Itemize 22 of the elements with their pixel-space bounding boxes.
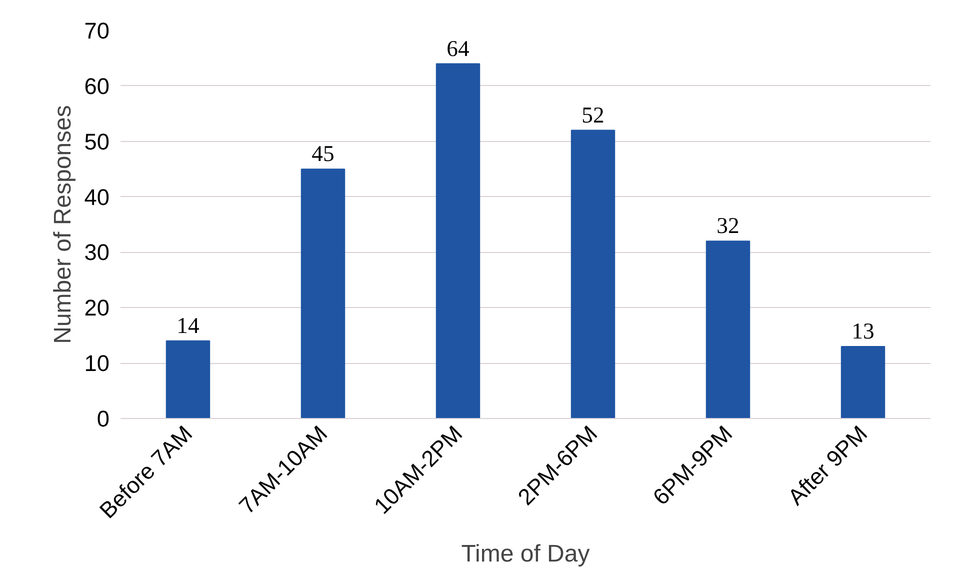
y-axis-title: Number of Responses (49, 105, 76, 344)
bar (300, 168, 346, 418)
y-tick-label: 50 (84, 128, 110, 154)
data-label: 14 (176, 312, 200, 338)
data-label: 52 (582, 102, 604, 128)
data-label: 32 (716, 213, 740, 238)
x-axis-title: Time of Day (461, 540, 590, 568)
y-tick-label: 30 (84, 239, 110, 266)
data-label: 64 (446, 36, 470, 61)
bar (570, 130, 616, 418)
bar (166, 340, 210, 418)
y-tick-label: 60 (84, 72, 110, 99)
y-tick-label: 10 (84, 350, 110, 376)
data-label: 13 (852, 318, 874, 344)
bar (840, 346, 886, 418)
bar (436, 63, 480, 418)
y-tick-label: 40 (84, 184, 110, 210)
y-tick-label: 0 (96, 406, 110, 432)
data-label: 45 (312, 141, 334, 166)
y-tick-label: 70 (84, 18, 110, 44)
y-tick-label: 20 (84, 294, 110, 321)
bar (706, 240, 750, 418)
